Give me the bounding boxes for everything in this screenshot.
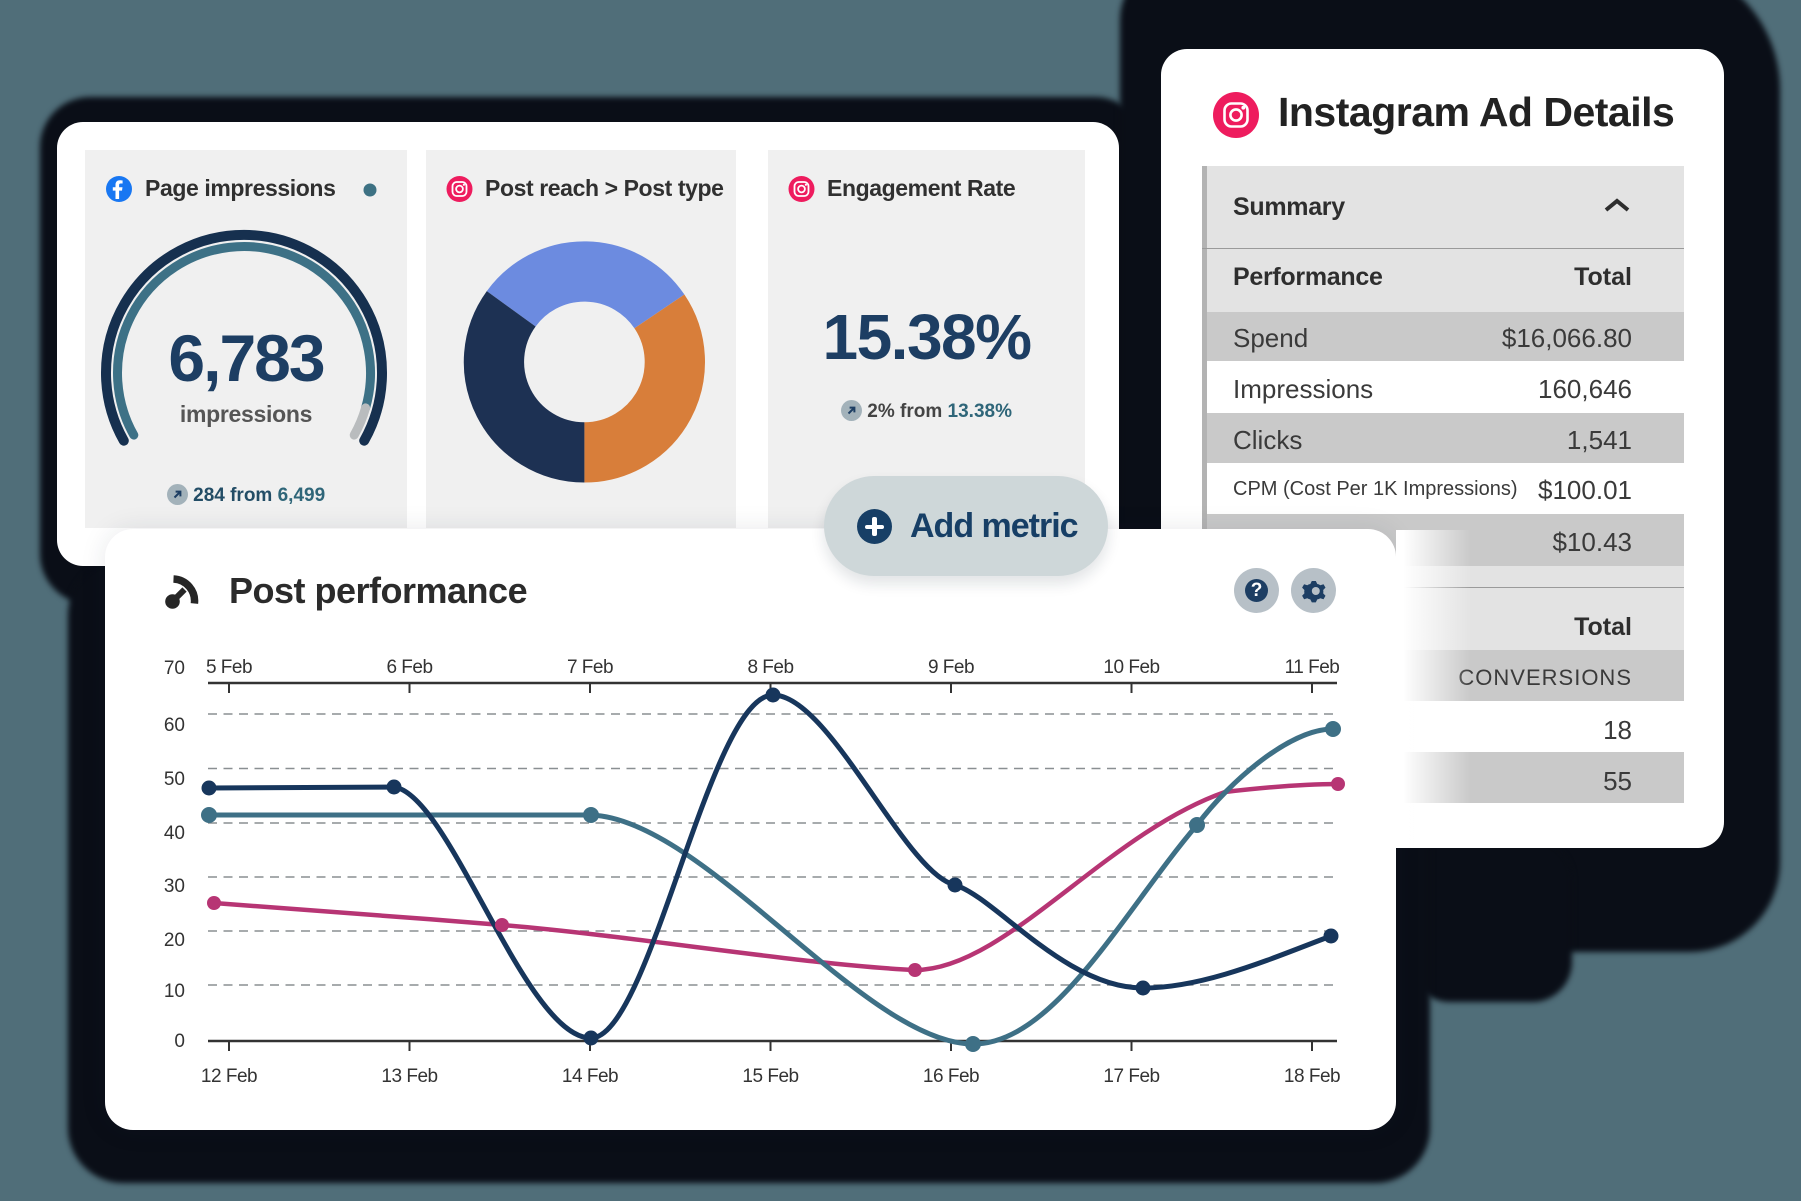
svg-text:17 Feb: 17 Feb: [1103, 1066, 1159, 1087]
svg-text:7 Feb: 7 Feb: [567, 657, 613, 678]
svg-text:0: 0: [174, 1031, 185, 1052]
svg-text:14 Feb: 14 Feb: [562, 1066, 618, 1087]
svg-text:6 Feb: 6 Feb: [386, 657, 432, 678]
svg-text:12 Feb: 12 Feb: [201, 1066, 257, 1087]
svg-text:10: 10: [164, 981, 185, 1002]
svg-text:30: 30: [164, 876, 185, 897]
svg-text:40: 40: [164, 823, 185, 844]
svg-text:5 Feb: 5 Feb: [206, 657, 252, 678]
svg-text:8 Feb: 8 Feb: [747, 657, 793, 678]
svg-text:50: 50: [164, 769, 185, 790]
svg-text:10 Feb: 10 Feb: [1103, 657, 1159, 678]
svg-text:9 Feb: 9 Feb: [928, 657, 974, 678]
svg-text:20: 20: [164, 930, 185, 951]
svg-text:11 Feb: 11 Feb: [1285, 657, 1340, 678]
svg-text:15 Feb: 15 Feb: [742, 1066, 798, 1087]
svg-text:13 Feb: 13 Feb: [381, 1066, 437, 1087]
svg-text:70: 70: [164, 658, 185, 679]
svg-text:60: 60: [164, 715, 185, 736]
svg-text:18 Feb: 18 Feb: [1284, 1066, 1340, 1087]
svg-text:16 Feb: 16 Feb: [923, 1066, 979, 1087]
